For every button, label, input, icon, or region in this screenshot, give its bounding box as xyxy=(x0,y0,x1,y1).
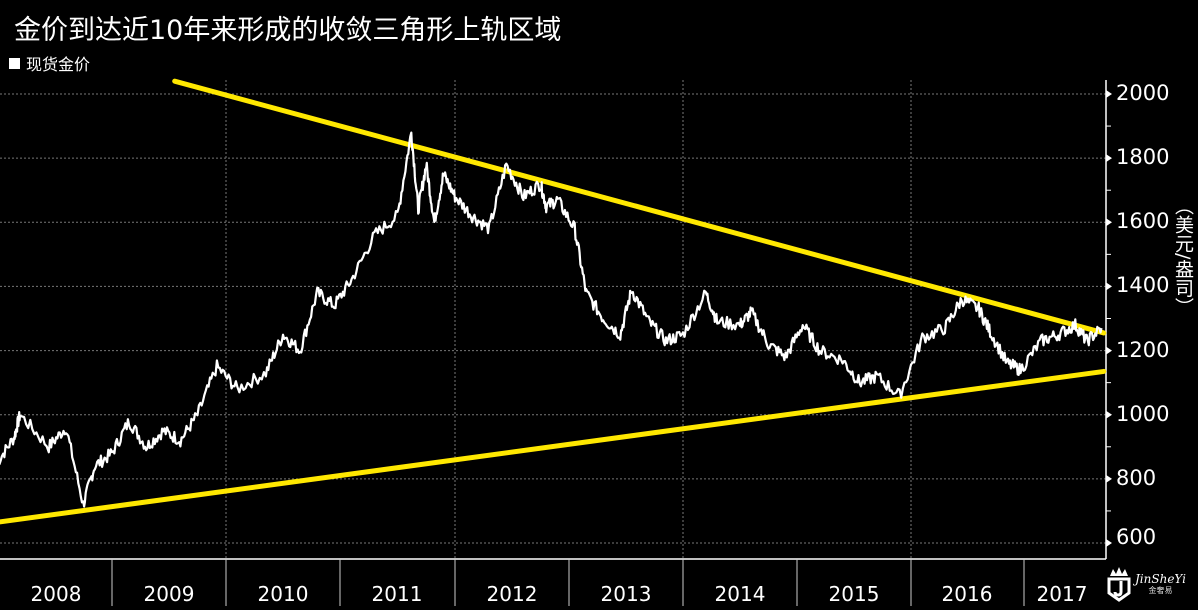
chart-title: 金价到达近10年来形成的收敛三角形上轨区域 xyxy=(14,15,562,46)
y-tick-label: 600 xyxy=(1116,525,1157,549)
crown-shield-icon xyxy=(1107,567,1131,602)
watermark-logo: JinSheYi 金奢易 xyxy=(1106,566,1186,602)
trend-line xyxy=(0,368,1107,525)
x-tick-label: 2010 xyxy=(257,582,309,606)
y-tick-marker-icon xyxy=(1106,346,1112,355)
y-tick-label: 800 xyxy=(1116,465,1157,490)
x-tick-label: 2011 xyxy=(371,582,423,606)
y-axis-label: （美元/盎司） xyxy=(1172,196,1194,317)
y-tick-label: 1600 xyxy=(1116,209,1170,234)
y-tick-marker-icon xyxy=(1106,90,1112,98)
y-tick-label: 2000 xyxy=(1116,81,1170,105)
legend: 现货金价 xyxy=(9,51,90,75)
y-tick-label: 1000 xyxy=(1116,401,1170,426)
y-tick-label: 1400 xyxy=(1116,273,1170,298)
x-tick-label: 2014 xyxy=(714,582,766,606)
y-tick-label: 1800 xyxy=(1116,145,1170,170)
x-tick-label: 2012 xyxy=(486,582,538,606)
y-tick-marker-icon xyxy=(1106,539,1112,547)
y-tick-marker-icon xyxy=(1106,154,1112,163)
y-tick-marker-icon xyxy=(1106,410,1112,419)
x-tick-label: 2009 xyxy=(143,582,195,606)
price-line xyxy=(0,131,1103,508)
trend-line xyxy=(172,78,1107,336)
x-tick-label: 2017 xyxy=(1036,582,1088,606)
x-tick-label: 2013 xyxy=(600,582,652,606)
y-tick-marker-icon xyxy=(1106,474,1112,483)
watermark-sub: 金奢易 xyxy=(1148,585,1173,595)
x-tick-label: 2016 xyxy=(941,582,993,606)
legend-label: 现货金价 xyxy=(26,55,91,74)
legend-swatch-icon xyxy=(9,57,20,69)
y-tick-marker-icon xyxy=(1106,218,1112,227)
x-tick-label: 2008 xyxy=(30,582,82,606)
watermark-brand: JinSheYi xyxy=(1135,571,1186,586)
y-tick-marker-icon xyxy=(1106,282,1112,291)
x-tick-label: 2015 xyxy=(828,582,880,606)
y-tick-label: 1200 xyxy=(1116,337,1170,362)
